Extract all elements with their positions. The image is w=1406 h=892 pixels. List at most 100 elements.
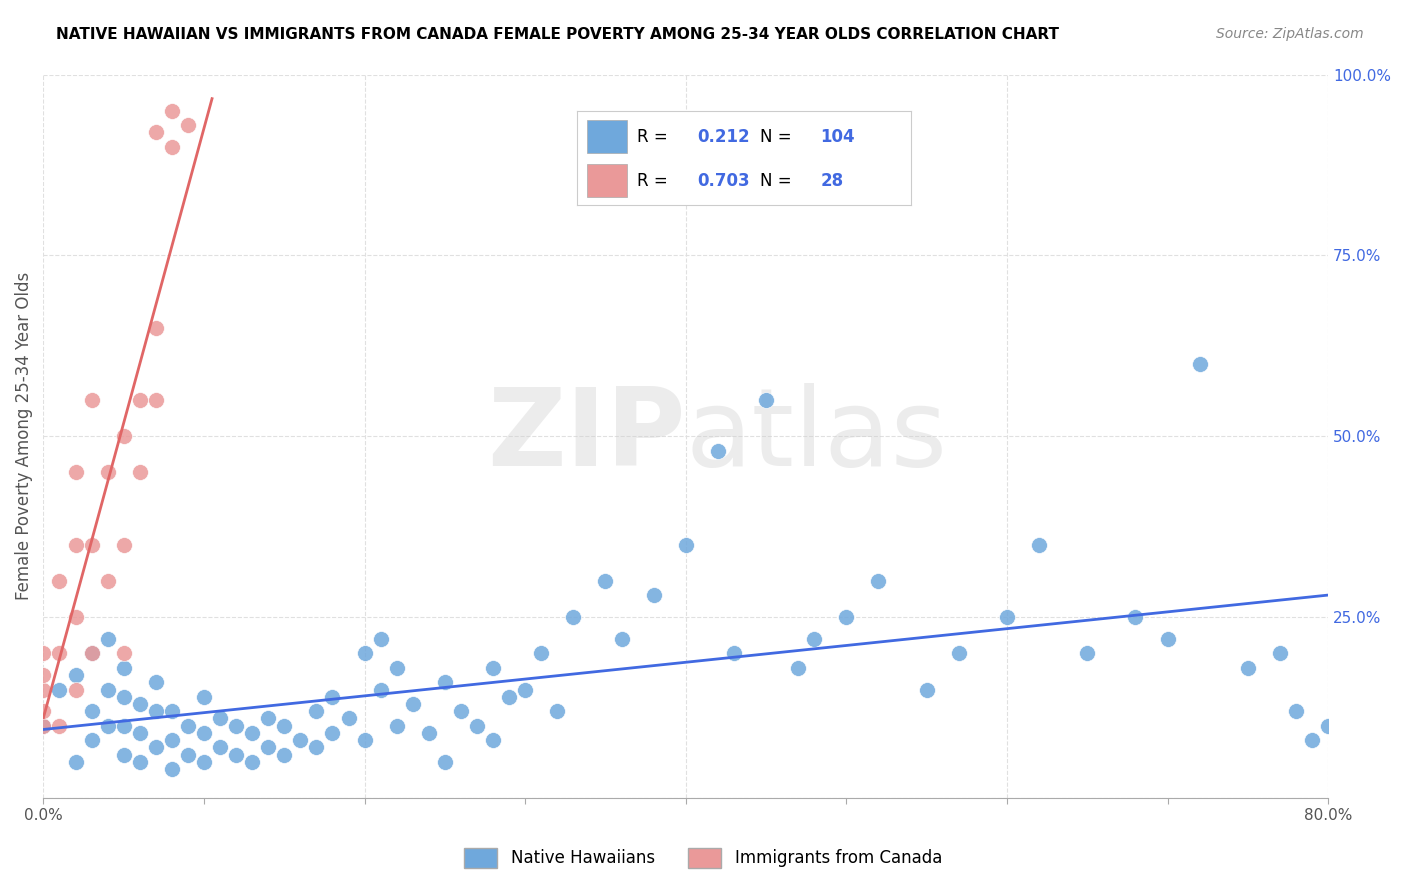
Point <box>1156 632 1178 646</box>
Point <box>145 675 167 690</box>
Point <box>273 747 295 762</box>
Point <box>787 661 810 675</box>
Point <box>498 690 520 704</box>
Point <box>723 646 745 660</box>
Point <box>193 726 215 740</box>
Point <box>97 719 120 733</box>
Point <box>112 661 135 675</box>
Point <box>1317 719 1340 733</box>
Point <box>65 610 87 624</box>
Point <box>160 733 183 747</box>
Point <box>160 704 183 718</box>
Point <box>385 661 408 675</box>
Point <box>128 755 150 769</box>
Point <box>290 733 312 747</box>
Point <box>80 704 103 718</box>
Point <box>160 140 183 154</box>
Point <box>32 704 55 718</box>
Point <box>112 719 135 733</box>
Point <box>257 711 280 725</box>
Point <box>112 429 135 443</box>
Point <box>450 704 472 718</box>
Point <box>225 719 247 733</box>
Point <box>353 646 375 660</box>
Point <box>1301 733 1323 747</box>
Point <box>273 719 295 733</box>
Point <box>48 646 70 660</box>
Point <box>145 704 167 718</box>
Text: Source: ZipAtlas.com: Source: ZipAtlas.com <box>1216 27 1364 41</box>
Point <box>418 726 440 740</box>
Point <box>1028 538 1050 552</box>
Point <box>97 682 120 697</box>
Point <box>112 538 135 552</box>
Point <box>177 719 200 733</box>
Point <box>755 393 778 408</box>
Point <box>803 632 825 646</box>
Point <box>97 466 120 480</box>
Point <box>257 740 280 755</box>
Point <box>305 740 328 755</box>
Point <box>209 711 232 725</box>
Point <box>48 719 70 733</box>
Point <box>128 393 150 408</box>
Point <box>65 682 87 697</box>
Point <box>128 726 150 740</box>
Point <box>915 682 938 697</box>
Point <box>465 719 488 733</box>
Point <box>128 697 150 711</box>
Point <box>353 733 375 747</box>
Point <box>835 610 858 624</box>
Point <box>160 103 183 118</box>
Point <box>65 538 87 552</box>
Point <box>643 589 665 603</box>
Point <box>32 719 55 733</box>
Point <box>145 125 167 139</box>
Point <box>515 682 537 697</box>
Point <box>65 466 87 480</box>
Point <box>177 118 200 132</box>
Text: ZIP: ZIP <box>488 384 686 490</box>
Point <box>240 726 263 740</box>
Point <box>32 668 55 682</box>
Point <box>209 740 232 755</box>
Point <box>370 682 392 697</box>
Point <box>595 574 617 588</box>
Point <box>48 682 70 697</box>
Y-axis label: Female Poverty Among 25-34 Year Olds: Female Poverty Among 25-34 Year Olds <box>15 272 32 600</box>
Point <box>80 538 103 552</box>
Point <box>482 733 505 747</box>
Point <box>32 719 55 733</box>
Point <box>177 747 200 762</box>
Point <box>402 697 425 711</box>
Point <box>65 668 87 682</box>
Point <box>995 610 1018 624</box>
Point <box>1268 646 1291 660</box>
Point <box>337 711 360 725</box>
Point <box>80 646 103 660</box>
Point <box>97 574 120 588</box>
Point <box>145 393 167 408</box>
Point <box>160 762 183 776</box>
Point <box>193 755 215 769</box>
Point <box>240 755 263 769</box>
Point <box>145 320 167 334</box>
Point <box>482 661 505 675</box>
Point <box>948 646 970 660</box>
Point <box>546 704 568 718</box>
Point <box>112 646 135 660</box>
Point <box>112 747 135 762</box>
Point <box>128 466 150 480</box>
Point <box>1076 646 1098 660</box>
Point <box>32 682 55 697</box>
Point <box>145 740 167 755</box>
Point <box>433 755 456 769</box>
Point <box>610 632 633 646</box>
Text: atlas: atlas <box>686 384 948 490</box>
Point <box>305 704 328 718</box>
Point <box>385 719 408 733</box>
Point <box>562 610 585 624</box>
Point <box>1188 357 1211 371</box>
Point <box>1237 661 1260 675</box>
Point <box>65 755 87 769</box>
